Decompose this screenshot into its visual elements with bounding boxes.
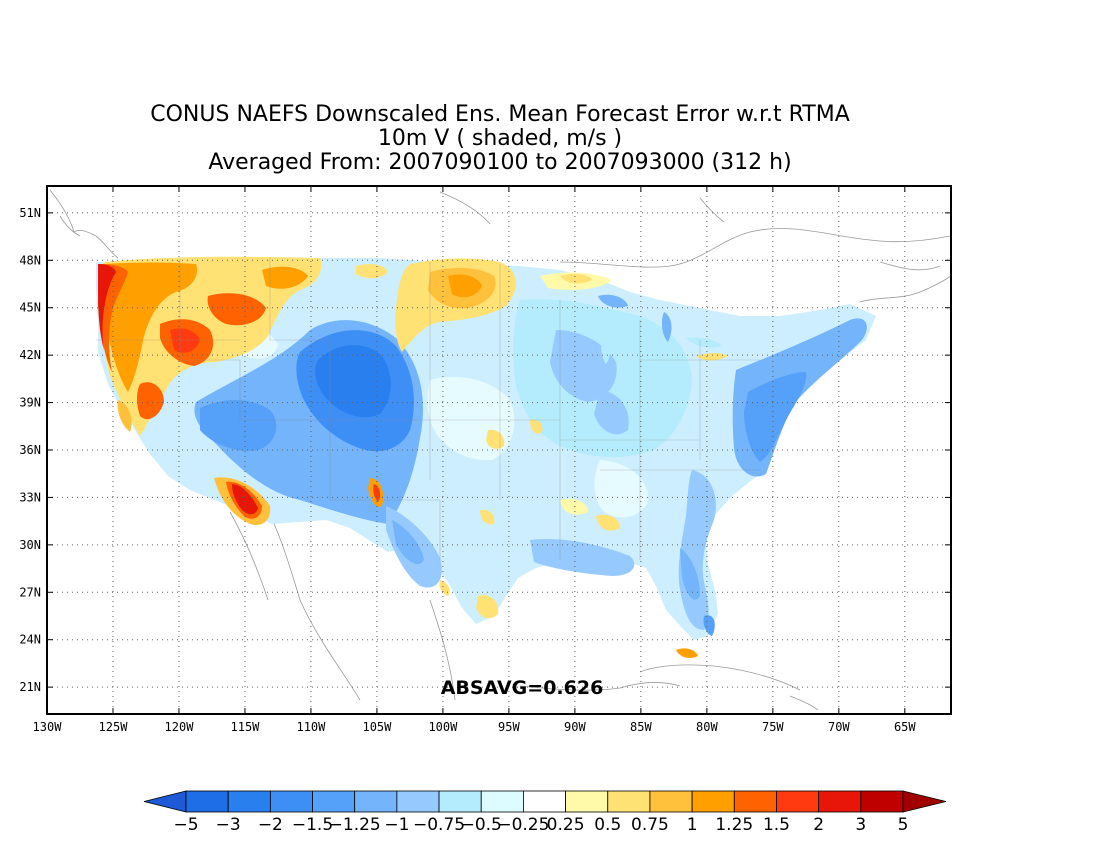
colorbar-swatch (185, 790, 229, 813)
state-boundaries (96, 258, 760, 560)
colorbar-arrow-high (902, 790, 947, 813)
map-title-line2: 10m V ( shaded, m/s ) (377, 126, 623, 151)
lon-tick-label: 75W (762, 720, 784, 734)
lat-tick-label: 48N (19, 253, 41, 267)
colorbar-label: 5 (898, 815, 909, 835)
colorbar-swatch (480, 790, 524, 813)
lat-tick-label: 27N (19, 585, 41, 599)
lon-tick-label: 80W (696, 720, 718, 734)
colorbar-swatch (269, 790, 313, 813)
colorbar-swatch (607, 790, 651, 813)
colorbar-label: −0.5 (461, 815, 502, 835)
lat-tick-label: 30N (19, 538, 41, 552)
lat-tick-label: 39N (19, 396, 41, 410)
lon-tick-label: 120W (165, 720, 195, 734)
lon-tick-label: 85W (630, 720, 652, 734)
map-plot-area (47, 186, 951, 714)
colorbar-label: −0.75 (413, 815, 465, 835)
map-title-line1: CONUS NAEFS Downscaled Ens. Mean Forecas… (150, 102, 850, 127)
colorbar-label: 3 (855, 815, 866, 835)
colorbar-swatch (227, 790, 271, 813)
lat-lon-grid (47, 186, 951, 714)
lon-tick-label: 90W (564, 720, 586, 734)
colorbar-label: 2 (813, 815, 824, 835)
lat-tick-label: 42N (19, 348, 41, 362)
lon-tick-label: 130W (33, 720, 63, 734)
lon-tick-label: 65W (894, 720, 916, 734)
colorbar-swatch (523, 790, 566, 813)
colorbar-swatch (691, 790, 735, 813)
lat-tick-label: 36N (19, 443, 41, 457)
lon-tick-label: 70W (828, 720, 850, 734)
colorbar-label: −1.25 (329, 815, 381, 835)
lon-tick-label: 95W (498, 720, 520, 734)
lon-tick-label: 110W (296, 720, 326, 734)
colorbar-label: 0.5 (594, 815, 621, 835)
lon-tick-label: 100W (428, 720, 458, 734)
colorbar-label: −2 (258, 815, 283, 835)
lat-tick-label: 51N (19, 206, 41, 220)
colorbar-arrow-low (143, 790, 187, 813)
colorbar-swatch (438, 790, 482, 813)
lon-tick-label: 115W (231, 720, 261, 734)
colorbar-label: 0.75 (631, 815, 669, 835)
colorbar-swatch (565, 790, 609, 813)
colorbar-swatch (354, 790, 398, 813)
coastlines (49, 189, 951, 711)
colorbar-swatch (818, 790, 862, 813)
error-shading (98, 256, 867, 658)
lat-tick-label: 33N (19, 490, 41, 504)
colorbar-label: 0.25 (547, 815, 585, 835)
colorbar-swatch (733, 790, 777, 813)
lon-tick-label: 105W (362, 720, 392, 734)
colorbar-label: −3 (216, 815, 241, 835)
colorbar-label: −1.5 (292, 815, 333, 835)
colorbar-label: −1 (384, 815, 409, 835)
lat-tick-label: 21N (19, 680, 41, 694)
axis-ticks: 130W 125W 120W 115W 110W 105W 100W 95W 90W 85W 80W… (19, 186, 951, 734)
colorbar-label: 1.5 (763, 815, 790, 835)
colorbar-swatch (312, 790, 356, 813)
map-title-line3: Averaged From: 2007090100 to 2007093000 … (208, 150, 792, 175)
colorbar: −5 −3 −2 −1.5−1.25 −1 −0.75−0.5−0.250.25 0.5 0.… (143, 790, 947, 835)
colorbar-label: −0.25 (497, 815, 549, 835)
lat-tick-label: 45N (19, 301, 41, 315)
colorbar-swatch (776, 790, 820, 813)
colorbar-swatch (396, 790, 440, 813)
colorbar-label: 1 (687, 815, 698, 835)
absavg-label: ABSAVG=0.626 (441, 677, 604, 699)
colorbar-label: −5 (173, 815, 198, 835)
colorbar-swatch (649, 790, 693, 813)
colorbar-label: 1.25 (715, 815, 753, 835)
colorbar-swatch (860, 790, 904, 813)
lat-tick-label: 24N (19, 633, 41, 647)
lon-tick-label: 125W (99, 720, 129, 734)
